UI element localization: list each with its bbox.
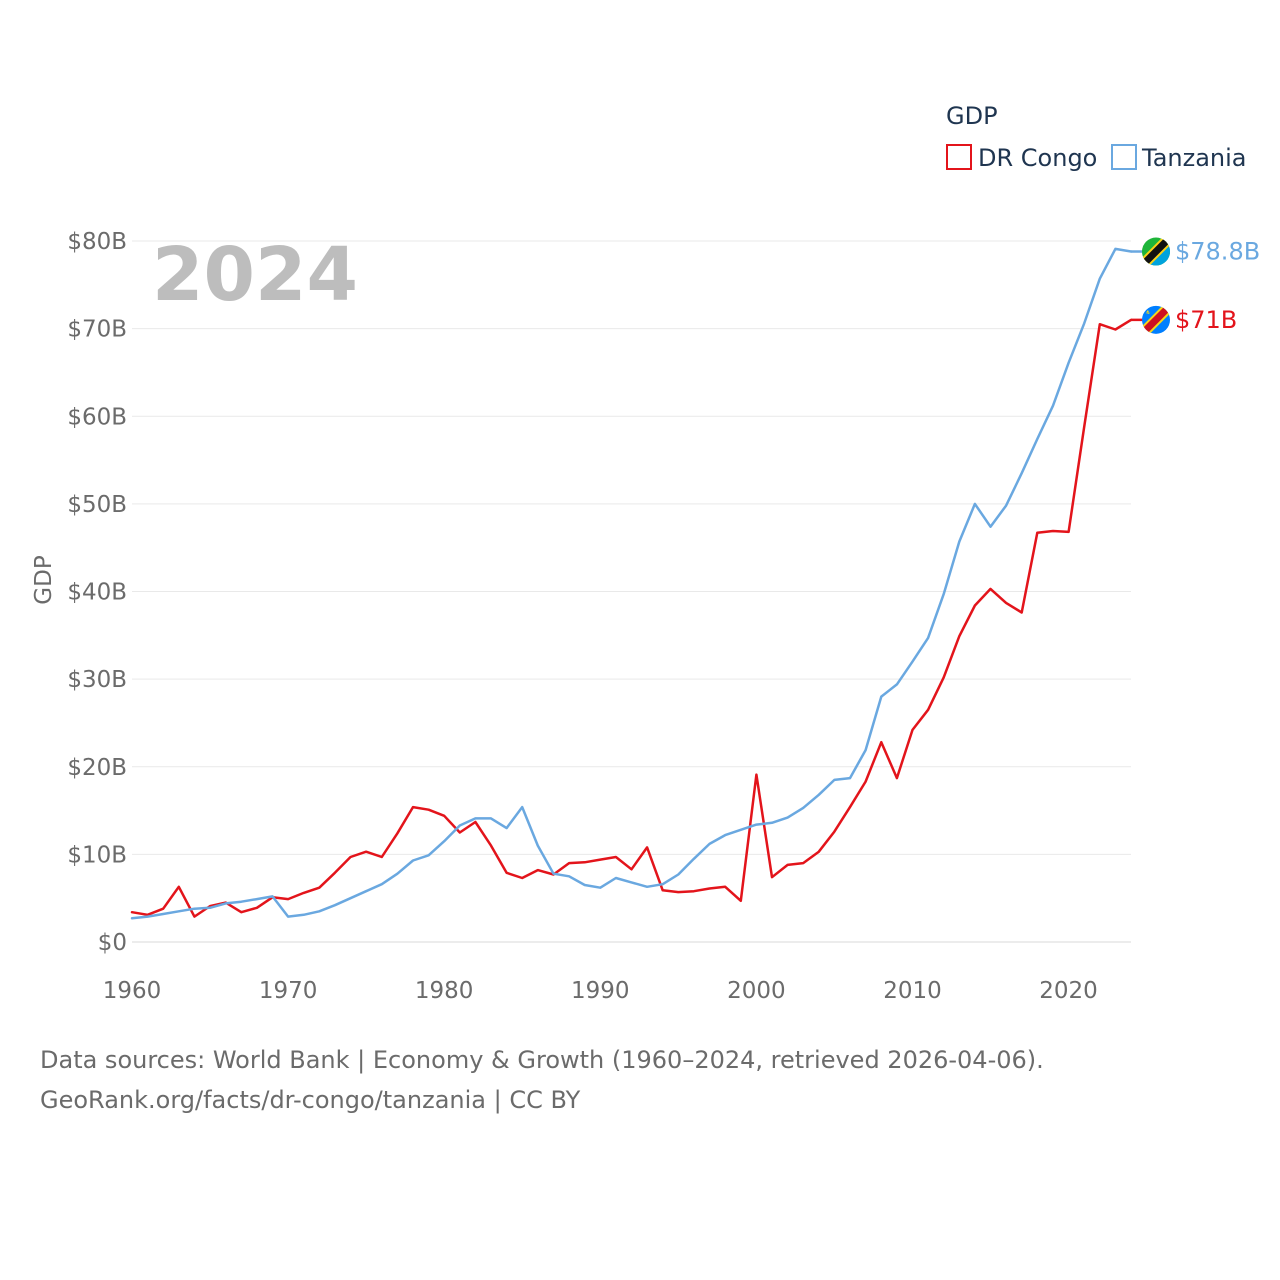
y-tick-label: $50B (67, 492, 127, 518)
series-line-dr-congo[interactable] (130, 318, 1133, 918)
legend-swatch-tanzania (1111, 144, 1137, 170)
dr-congo-flag-icon (1142, 305, 1170, 334)
y-tick-label: $40B (67, 580, 127, 606)
legend-label-dr-congo: DR Congo (978, 144, 1097, 172)
x-tick-label: 1980 (415, 978, 474, 1004)
data-source-text: Data sources: World Bank | Economy & Gro… (40, 1046, 1044, 1074)
series-lines (130, 247, 1144, 920)
x-axis-ticks: 1960 1970 1980 1990 2000 2010 2020 (103, 978, 1098, 1004)
year-label: 2024 (152, 232, 358, 318)
legend-label-tanzania: Tanzania (1141, 144, 1247, 172)
x-tick-label: 1970 (259, 978, 318, 1004)
y-tick-label: $20B (67, 755, 127, 781)
x-tick-label: 2000 (727, 978, 786, 1004)
legend-swatch-dr-congo (946, 144, 972, 170)
y-tick-label: $0 (98, 930, 127, 956)
x-tick-label: 1990 (571, 978, 630, 1004)
source-url-text[interactable]: GeoRank.org/facts/dr-congo/tanzania | CC… (40, 1086, 581, 1114)
y-axis-ticks: $0 $10B $20B $30B $40B $50B $60B $70B $80B (67, 229, 127, 956)
end-value-label: $71B (1175, 306, 1237, 334)
y-tick-label: $80B (67, 229, 127, 255)
x-tick-label: 2020 (1039, 978, 1098, 1004)
y-tick-label: $10B (67, 842, 127, 868)
y-tick-label: $30B (67, 667, 127, 693)
legend-title: GDP (946, 102, 998, 130)
y-tick-label: $70B (67, 317, 127, 343)
end-value-label: $78.8B (1175, 238, 1260, 266)
tanzania-flag-icon (1142, 237, 1170, 266)
y-axis-title: GDP (31, 555, 57, 605)
series-line-tanzania[interactable] (130, 247, 1133, 920)
x-tick-label: 1960 (103, 978, 162, 1004)
legend: GDP DR Congo Tanzania (946, 102, 1247, 172)
source-footer: Data sources: World Bank | Economy & Gro… (40, 1040, 1044, 1120)
y-tick-label: $60B (67, 404, 127, 430)
grid-lines (132, 240, 1131, 943)
legend-item-dr-congo[interactable]: DR Congo (946, 144, 1097, 172)
end-labels: $71B $78.8B (1142, 237, 1260, 334)
x-tick-label: 2010 (883, 978, 942, 1004)
legend-item-tanzania[interactable]: Tanzania (1111, 144, 1247, 172)
